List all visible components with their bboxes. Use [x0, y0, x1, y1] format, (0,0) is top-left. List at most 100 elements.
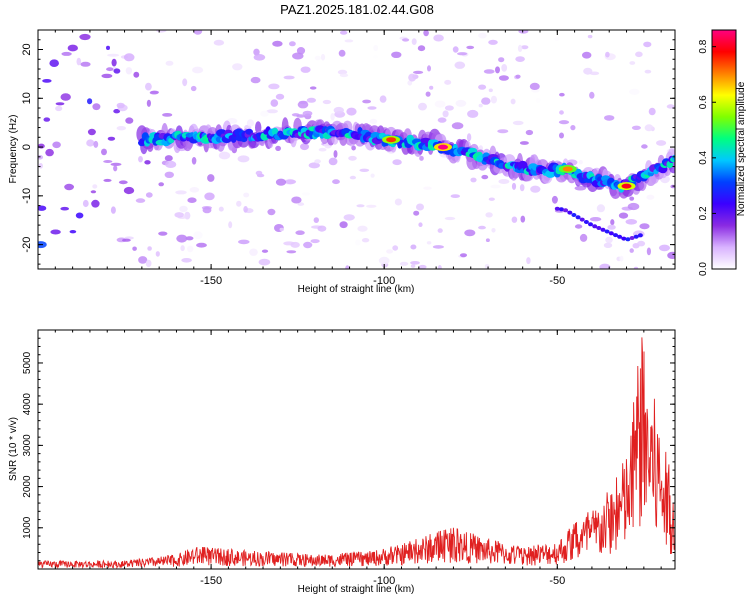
ridge-cell — [365, 131, 373, 138]
spectrogram-noise-cell — [270, 99, 279, 107]
spectrogram-noise-cell — [418, 264, 427, 269]
spectrogram-noise-cell — [150, 90, 160, 94]
spectrogram-noise-cell — [454, 61, 466, 69]
spectrogram-noise-cell — [619, 255, 624, 262]
spectrogram-noise-cell — [656, 140, 667, 146]
ridge-branch-cell — [617, 234, 623, 239]
spectrogram-noise-cell — [333, 150, 338, 158]
spectrogram-noise-cell — [283, 75, 295, 80]
spectrogram-noise-cell — [362, 99, 371, 104]
spectrogram-noise-cell — [192, 66, 204, 74]
spectrogram-noise-cell — [79, 33, 91, 41]
spectrogram-noise-cell — [118, 180, 128, 185]
spectrogram-noise-cell — [558, 120, 570, 125]
spectrogram-noise-cell — [292, 52, 304, 60]
ridge-branch-cell — [571, 213, 577, 217]
ridge-branch-cell — [625, 237, 631, 242]
spectrogram-noise-cell — [185, 236, 194, 241]
spectrogram-noise-cell — [551, 195, 558, 204]
spectrogram-noise-cell — [155, 251, 160, 257]
spectrogram-noise-cell — [145, 192, 153, 198]
spectrogram-xtick-label: -150 — [200, 275, 222, 287]
spectrogram-noise-cell — [289, 41, 296, 47]
spectrogram-noise-cell — [520, 215, 526, 223]
colorbar-tick-label: 0.2 — [698, 206, 709, 220]
spectrogram-noise-cell — [122, 238, 131, 242]
spectrogram-noise-cell — [180, 245, 185, 252]
spectrogram-noise-cell — [637, 240, 646, 247]
ridge-branch-cell — [588, 222, 593, 227]
spectrogram-noise-cell — [286, 250, 297, 254]
spectrogram-noise-cell — [249, 248, 258, 256]
ridge-cell — [671, 154, 675, 161]
spectrogram-noise-cell — [123, 186, 135, 195]
spectrogram-noise-cell — [175, 190, 187, 195]
spectrogram-noise-cell — [86, 139, 95, 147]
spectrogram-noise-cell — [633, 266, 639, 269]
spectrogram-noise-cell — [529, 82, 540, 90]
spectrogram-ytick-label: -10 — [21, 188, 33, 204]
spectrogram-noise-cell — [162, 113, 173, 117]
snr-xtick-label: -50 — [549, 575, 565, 587]
spectrogram-noise-cell — [643, 41, 652, 48]
snr-ytick-label: 3000 — [22, 434, 33, 457]
snr-ytick-label: 5000 — [22, 351, 33, 374]
ridge-branch-cell — [563, 208, 569, 213]
spectrogram-noise-cell — [193, 30, 203, 35]
spectrogram-noise-cell — [357, 225, 368, 232]
ridge-branch-cell — [583, 220, 589, 224]
spectrogram-ylabel: Frequency (Hz) — [8, 115, 19, 184]
spectrogram-noise-cell — [296, 114, 306, 118]
ridge-peak — [562, 166, 573, 172]
spectrogram-noise-cell — [604, 115, 615, 121]
spectrogram-noise-cell — [485, 238, 490, 242]
colorbar-ticks: 0.0 0.2 0.4 0.6 0.8 — [698, 39, 716, 276]
spectrogram-noise-cell — [339, 73, 349, 78]
spectrogram-noise-cell — [416, 203, 424, 211]
spectrogram-noise-cell — [101, 148, 107, 156]
spectrogram-noise-cell — [303, 241, 313, 249]
spectrogram-noise-cell — [107, 53, 120, 57]
spectrogram-noise-cell — [629, 61, 636, 65]
spectrogram-noise-cell — [155, 30, 167, 33]
spectrogram-noise-cell — [164, 171, 174, 178]
spectrogram-noise-cell — [314, 55, 321, 61]
ridge-branch-cell — [600, 227, 606, 232]
spectrogram-noise-cell — [410, 264, 416, 268]
spectrogram-ytick-label: 10 — [21, 92, 33, 104]
spectrogram-noise-cell — [639, 223, 650, 230]
spectrogram-noise-cell — [45, 148, 54, 157]
spectrogram-noise-cell — [466, 133, 472, 142]
snr-ytick-label: 4000 — [22, 393, 33, 416]
spectrogram-noise-cell — [413, 210, 420, 216]
spectrogram-noise-cell — [488, 197, 495, 201]
snr-axes: -150 -100 -50 1000 2000 3000 4000 5000 — [22, 329, 675, 587]
spectrogram-noise-cell — [413, 70, 424, 74]
ridge-branch-cell — [558, 207, 564, 212]
spectrogram-ytick-label: 20 — [21, 43, 33, 55]
snr-ylabel: SNR (10 * v/v) — [8, 417, 19, 481]
spectrogram-noise-cell — [182, 78, 188, 87]
spectrogram-noise-cell — [90, 190, 97, 194]
ridge-branch-cell — [554, 206, 560, 211]
spectrogram-noise-cell — [107, 136, 116, 141]
colorbar-gradient — [711, 29, 737, 270]
spectrogram-noise-cell — [603, 242, 613, 248]
spectrogram-noise-cell — [427, 65, 431, 72]
spectrogram-noise-cell — [250, 76, 261, 84]
spectrogram-noise-cell — [243, 206, 248, 213]
spectrogram-noise-cell — [361, 238, 370, 243]
spectrogram-noise-cell — [518, 30, 529, 34]
spectrogram-noise-cell — [478, 32, 487, 39]
spectrogram-noise-cell — [582, 51, 592, 59]
spectrogram-noise-cell — [313, 217, 319, 224]
spectrogram-noise-cell — [646, 247, 652, 256]
spectrogram-noise-cell — [261, 249, 269, 253]
spectrogram-noise-cell — [55, 102, 65, 106]
spectrogram-noise-cell — [87, 128, 96, 136]
spectrogram-noise-cell — [42, 79, 52, 83]
spectrogram-noise-cell — [410, 244, 417, 250]
spectrogram-noise-cell — [135, 198, 146, 203]
spectrogram-noise-cell — [466, 45, 475, 50]
spectrogram-noise-cell — [369, 118, 378, 124]
